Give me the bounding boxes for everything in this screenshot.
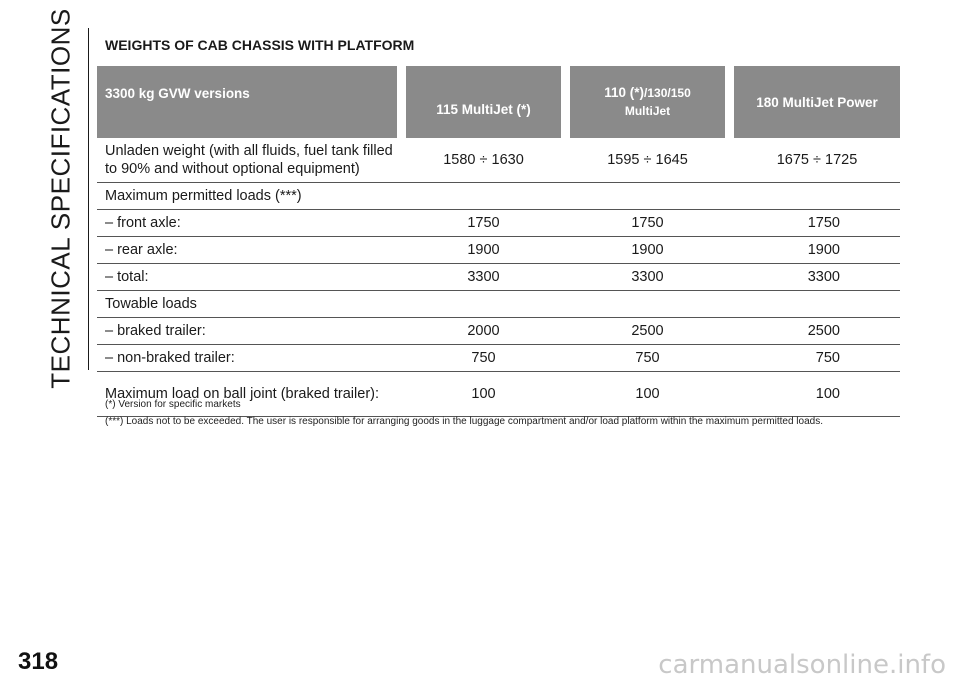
row-label: Maximum permitted loads (***) <box>97 182 397 210</box>
row-label: Towable loads <box>97 290 397 318</box>
row-value-115 <box>406 182 561 210</box>
chapter-title-text: TECHNICAL SPECIFICATIONS <box>45 7 76 389</box>
row-value-110: 750 <box>570 344 725 372</box>
header-gap <box>725 66 734 138</box>
cell-gap <box>397 182 406 210</box>
cell-gap <box>725 182 734 210</box>
table-row: – rear axle: 1900 1900 1900 <box>97 236 900 264</box>
header-versions: 3300 kg GVW versions <box>97 66 397 138</box>
table-header-row: 3300 kg GVW versions 115 MultiJet (*) 11… <box>97 66 900 138</box>
cell-gap <box>725 209 734 237</box>
cell-gap <box>725 317 734 345</box>
row-value-180: 1750 <box>734 209 900 237</box>
cell-gap <box>725 138 734 183</box>
cell-gap <box>397 138 406 183</box>
row-label: Maximum load on ball joint (braked trail… <box>97 371 397 417</box>
row-label: – braked trailer: <box>97 317 397 345</box>
cell-gap <box>561 317 570 345</box>
chapter-title-vertical: TECHNICAL SPECIFICATIONS <box>40 8 82 388</box>
chapter-divider <box>88 28 89 370</box>
row-value-110 <box>570 290 725 318</box>
row-value-110: 2500 <box>570 317 725 345</box>
row-value-180 <box>734 290 900 318</box>
row-label: – front axle: <box>97 209 397 237</box>
row-value-110 <box>570 182 725 210</box>
header-110-line2: MultiJet <box>624 104 671 118</box>
table-row: Unladen weight (with all fluids, fuel ta… <box>97 138 900 183</box>
row-value-110: 1900 <box>570 236 725 264</box>
row-value-180: 1675 ÷ 1725 <box>734 138 900 183</box>
cell-gap <box>561 209 570 237</box>
table-row: Maximum load on ball joint (braked trail… <box>97 371 900 417</box>
footnotes: (*) Version for specific markets (***) L… <box>105 398 823 432</box>
header-110-small: /130/150 <box>644 86 691 100</box>
cell-gap <box>561 263 570 291</box>
table-row: – non-braked trailer: 750 750 750 <box>97 344 900 372</box>
cell-gap <box>725 236 734 264</box>
row-value-115: 1580 ÷ 1630 <box>406 138 561 183</box>
row-value-115 <box>406 290 561 318</box>
header-180-multijet-power: 180 MultiJet Power <box>734 66 900 138</box>
row-value-180: 750 <box>734 344 900 372</box>
cell-gap <box>397 371 406 417</box>
header-gap <box>561 66 570 138</box>
row-value-180: 3300 <box>734 263 900 291</box>
cell-gap <box>397 317 406 345</box>
cell-gap <box>561 344 570 372</box>
row-label: Unladen weight (with all fluids, fuel ta… <box>97 138 397 183</box>
row-value-110: 100 <box>570 371 725 417</box>
row-label: – non-braked trailer: <box>97 344 397 372</box>
table-row: – front axle: 1750 1750 1750 <box>97 209 900 237</box>
site-watermark: carmanualsonline.info <box>658 650 946 680</box>
cell-gap <box>725 263 734 291</box>
row-value-180: 100 <box>734 371 900 417</box>
section-title: WEIGHTS OF CAB CHASSIS WITH PLATFORM <box>105 37 415 53</box>
table-row: – braked trailer: 2000 2500 2500 <box>97 317 900 345</box>
cell-gap <box>561 138 570 183</box>
table-row: Towable loads <box>97 290 900 318</box>
cell-gap <box>561 290 570 318</box>
cell-gap <box>725 290 734 318</box>
footnote-loads: (***) Loads not to be exceeded. The user… <box>105 416 823 427</box>
row-label: – total: <box>97 263 397 291</box>
row-value-110: 1595 ÷ 1645 <box>570 138 725 183</box>
cell-gap <box>725 344 734 372</box>
cell-gap <box>561 371 570 417</box>
row-value-115: 2000 <box>406 317 561 345</box>
header-110-main: 110 (*) <box>604 85 645 100</box>
header-gap <box>397 66 406 138</box>
table-row: Maximum permitted loads (***) <box>97 182 900 210</box>
row-value-180: 1900 <box>734 236 900 264</box>
cell-gap <box>561 182 570 210</box>
row-value-115: 3300 <box>406 263 561 291</box>
row-value-115: 100 <box>406 371 561 417</box>
cell-gap <box>397 344 406 372</box>
cell-gap <box>397 236 406 264</box>
cell-gap <box>397 290 406 318</box>
header-110-130-150-multijet: 110 (*)/130/150 MultiJet <box>570 66 725 138</box>
table-row: – total: 3300 3300 3300 <box>97 263 900 291</box>
row-value-115: 1900 <box>406 236 561 264</box>
row-value-110: 1750 <box>570 209 725 237</box>
row-value-115: 750 <box>406 344 561 372</box>
cell-gap <box>397 263 406 291</box>
cell-gap <box>397 209 406 237</box>
row-value-115: 1750 <box>406 209 561 237</box>
page-number: 318 <box>18 648 59 675</box>
weights-table: 3300 kg GVW versions 115 MultiJet (*) 11… <box>97 66 900 417</box>
row-value-110: 3300 <box>570 263 725 291</box>
cell-gap <box>725 371 734 417</box>
footnote-markets: (*) Version for specific markets <box>105 399 241 410</box>
cell-gap <box>561 236 570 264</box>
row-value-180: 2500 <box>734 317 900 345</box>
header-115-multijet: 115 MultiJet (*) <box>406 66 561 138</box>
row-label: – rear axle: <box>97 236 397 264</box>
row-value-180 <box>734 182 900 210</box>
